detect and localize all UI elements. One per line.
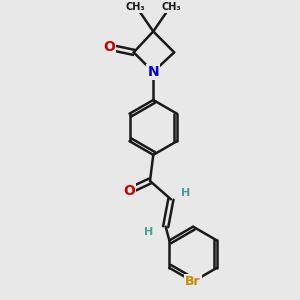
Text: O: O <box>123 184 135 198</box>
Text: CH₃: CH₃ <box>161 2 181 12</box>
Text: O: O <box>103 40 115 54</box>
Text: Br: Br <box>185 275 201 288</box>
Text: N: N <box>148 65 159 79</box>
Text: H: H <box>144 227 153 237</box>
Text: CH₃: CH₃ <box>126 2 146 12</box>
Text: H: H <box>181 188 190 198</box>
